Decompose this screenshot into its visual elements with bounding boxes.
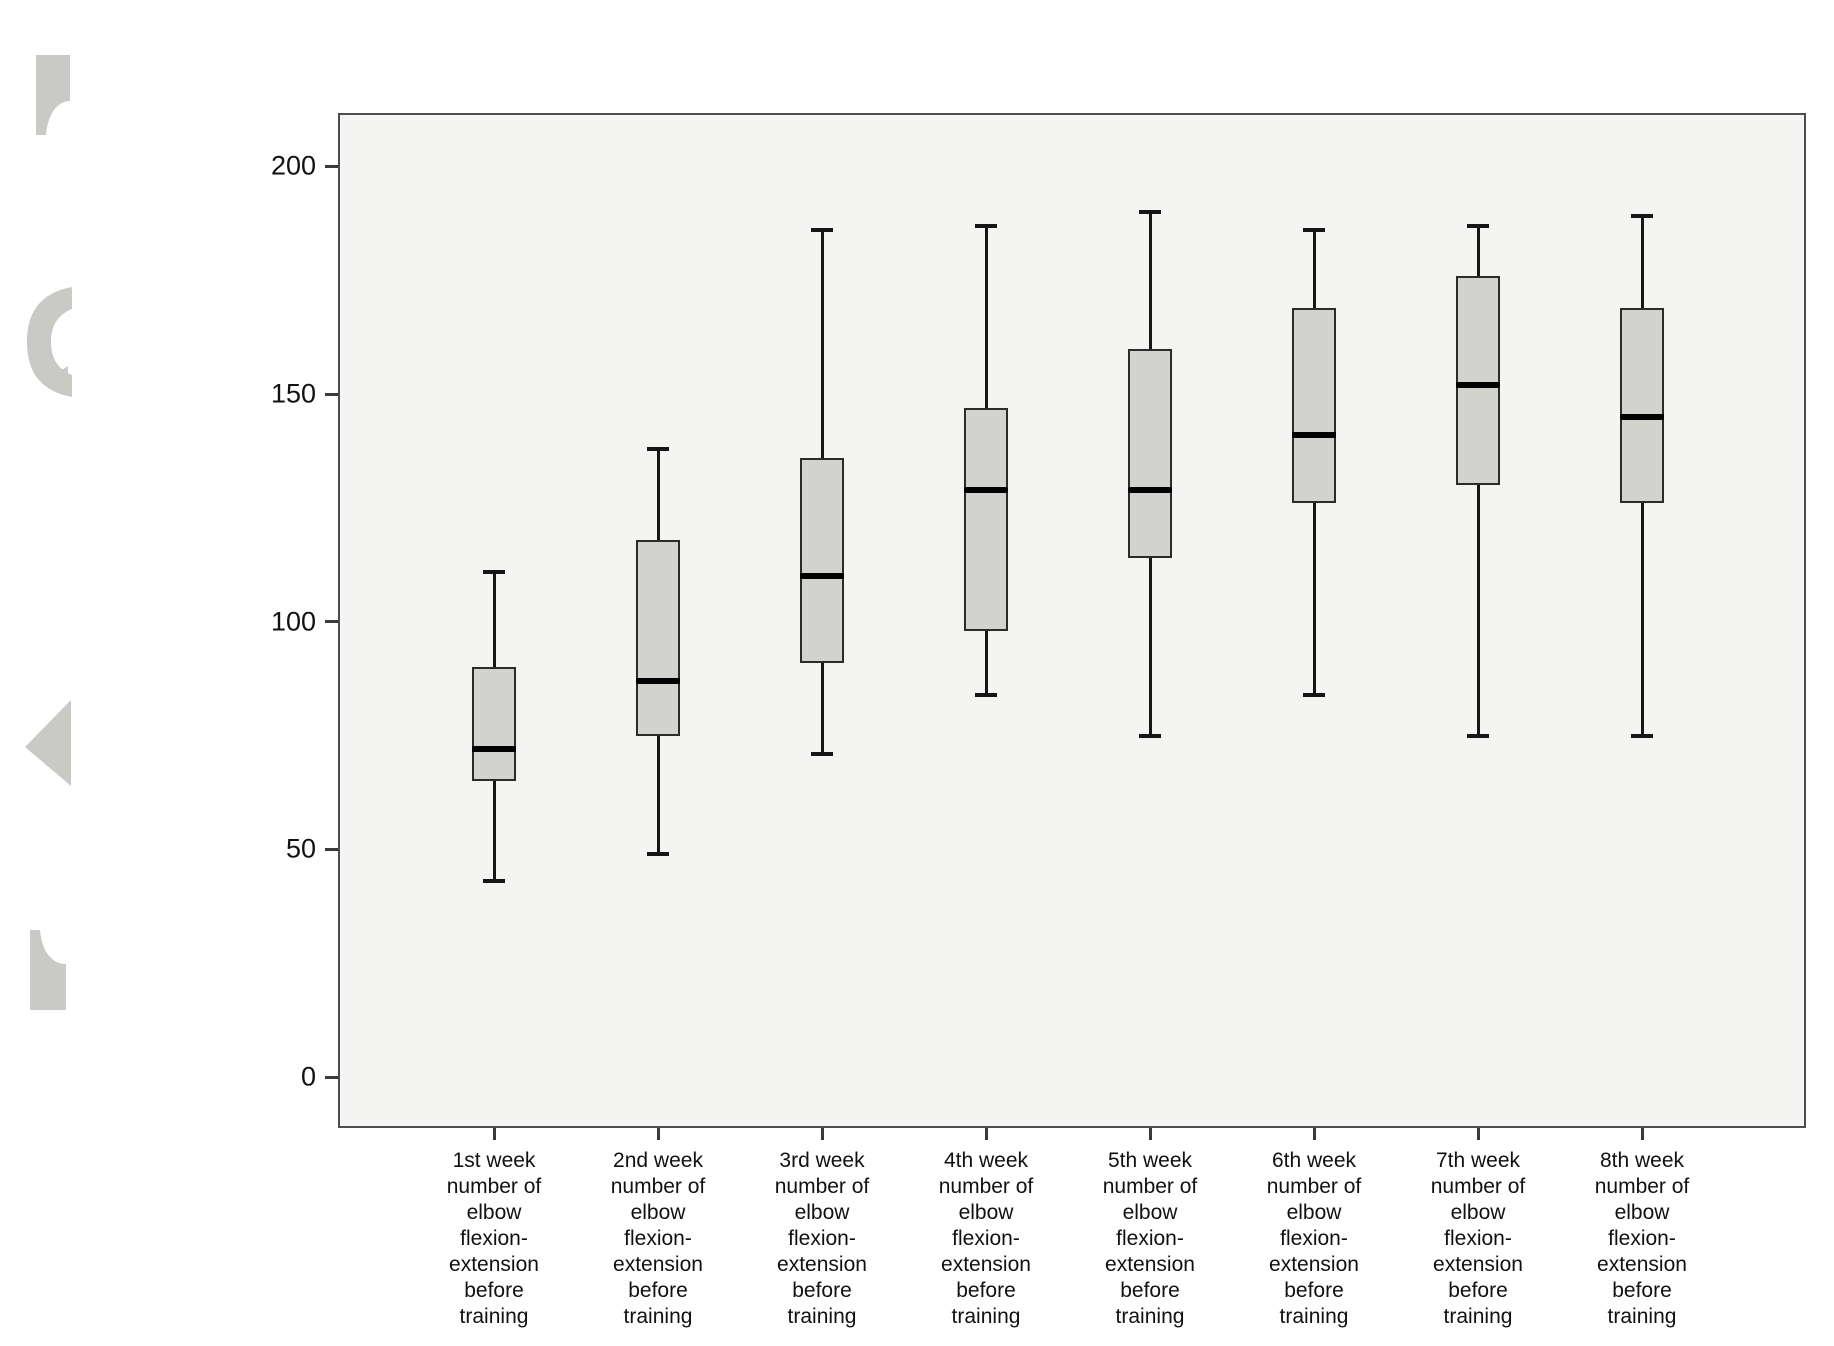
upper-whisker bbox=[1640, 216, 1644, 308]
y-axis-tick bbox=[325, 164, 338, 168]
median-line bbox=[636, 677, 680, 684]
box-iqr bbox=[1456, 275, 1500, 486]
y-axis-tick-label: 0 bbox=[300, 1061, 316, 1092]
x-axis-tick bbox=[984, 1128, 988, 1140]
lower-whisker-cap bbox=[811, 751, 833, 756]
upper-whisker-cap bbox=[1303, 228, 1325, 233]
median-line bbox=[1456, 381, 1500, 388]
box-iqr bbox=[636, 539, 680, 736]
x-axis-tick bbox=[1476, 1128, 1480, 1140]
x-axis-tick bbox=[492, 1128, 496, 1140]
plot-area bbox=[338, 113, 1806, 1128]
upper-whisker bbox=[1312, 230, 1316, 308]
y-axis-tick-label: 50 bbox=[285, 833, 316, 864]
upper-whisker-cap bbox=[975, 223, 997, 228]
upper-whisker-cap bbox=[1631, 214, 1653, 219]
x-category-label: 6th week number of elbow flexion- extens… bbox=[1266, 1149, 1362, 1328]
watermark-fragment-3 bbox=[43, 366, 68, 382]
lower-whisker bbox=[1640, 503, 1644, 736]
watermark-fragment-1 bbox=[36, 55, 70, 135]
median-line bbox=[1620, 413, 1664, 420]
x-category-label: 3rd week number of elbow flexion- extens… bbox=[774, 1149, 870, 1328]
upper-whisker bbox=[1148, 211, 1152, 349]
box-iqr bbox=[472, 667, 516, 782]
lower-whisker-cap bbox=[1631, 733, 1653, 738]
x-category-label: 4th week number of elbow flexion- extens… bbox=[938, 1149, 1034, 1328]
lower-whisker bbox=[1148, 557, 1152, 736]
x-axis-tick bbox=[1148, 1128, 1152, 1140]
lower-whisker-cap bbox=[1303, 692, 1325, 697]
x-axis-tick bbox=[1640, 1128, 1644, 1140]
lower-whisker-cap bbox=[975, 692, 997, 697]
lower-whisker-cap bbox=[1139, 733, 1161, 738]
upper-whisker bbox=[492, 571, 496, 668]
lower-whisker bbox=[984, 630, 988, 695]
median-line bbox=[964, 486, 1008, 493]
median-line bbox=[472, 746, 516, 753]
box-iqr bbox=[800, 457, 844, 663]
upper-whisker-cap bbox=[1139, 209, 1161, 214]
y-axis-tick bbox=[325, 847, 338, 851]
box-iqr bbox=[964, 407, 1008, 631]
y-axis-tick bbox=[325, 1075, 338, 1079]
upper-whisker bbox=[656, 448, 660, 540]
y-axis-tick-label: 200 bbox=[270, 150, 316, 181]
x-category-label: 8th week number of elbow flexion- extens… bbox=[1594, 1149, 1690, 1328]
x-axis-tick bbox=[656, 1128, 660, 1140]
box-iqr bbox=[1128, 348, 1172, 558]
lower-whisker bbox=[1476, 485, 1480, 736]
upper-whisker-cap bbox=[1467, 223, 1489, 228]
lower-whisker bbox=[656, 735, 660, 854]
box-iqr bbox=[1620, 307, 1664, 504]
lower-whisker bbox=[820, 662, 824, 754]
upper-whisker-cap bbox=[483, 569, 505, 574]
y-axis-tick bbox=[325, 620, 338, 624]
median-line bbox=[1128, 486, 1172, 493]
box-iqr bbox=[1292, 307, 1336, 504]
lower-whisker-cap bbox=[483, 879, 505, 884]
median-line bbox=[800, 573, 844, 580]
watermark-fragment-4 bbox=[25, 700, 71, 786]
x-category-label: 2nd week number of elbow flexion- extens… bbox=[610, 1149, 706, 1328]
lower-whisker-cap bbox=[647, 851, 669, 856]
x-category-label: 7th week number of elbow flexion- extens… bbox=[1430, 1149, 1526, 1328]
x-axis-tick bbox=[1312, 1128, 1316, 1140]
x-axis-tick bbox=[820, 1128, 824, 1140]
median-line bbox=[1292, 432, 1336, 439]
lower-whisker bbox=[1312, 503, 1316, 695]
upper-whisker bbox=[984, 225, 988, 408]
x-category-label: 5th week number of elbow flexion- extens… bbox=[1102, 1149, 1198, 1328]
upper-whisker bbox=[1476, 225, 1480, 276]
watermark-fragment-2 bbox=[27, 287, 72, 397]
lower-whisker-cap bbox=[1467, 733, 1489, 738]
y-axis-tick-label: 150 bbox=[270, 378, 316, 409]
upper-whisker bbox=[820, 230, 824, 458]
upper-whisker-cap bbox=[811, 228, 833, 233]
lower-whisker bbox=[492, 781, 496, 882]
watermark-fragment-5 bbox=[30, 930, 66, 1010]
upper-whisker-cap bbox=[647, 446, 669, 451]
y-axis-tick-label: 100 bbox=[270, 606, 316, 637]
y-axis-tick bbox=[325, 392, 338, 396]
x-category-label: 1st week number of elbow flexion- extens… bbox=[446, 1149, 542, 1328]
